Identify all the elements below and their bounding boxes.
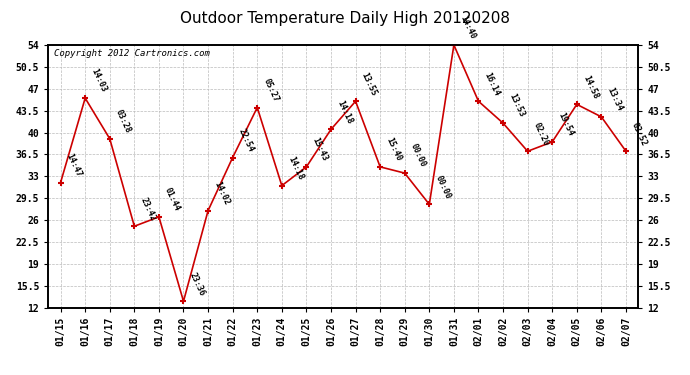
Text: 00:00: 00:00 [433, 174, 452, 200]
Text: 03:52: 03:52 [630, 121, 649, 147]
Text: 14:18: 14:18 [335, 99, 354, 125]
Text: 00:00: 00:00 [409, 142, 428, 169]
Text: 14:58: 14:58 [581, 74, 600, 100]
Text: 22:54: 22:54 [237, 127, 255, 153]
Text: 13:55: 13:55 [359, 70, 378, 97]
Text: 23:42: 23:42 [139, 196, 157, 222]
Text: 14:47: 14:47 [65, 152, 83, 178]
Text: Outdoor Temperature Daily High 20120208: Outdoor Temperature Daily High 20120208 [180, 11, 510, 26]
Text: 15:40: 15:40 [384, 136, 403, 163]
Text: 13:53: 13:53 [507, 93, 526, 119]
Text: 14:40: 14:40 [458, 14, 477, 41]
Text: 13:34: 13:34 [606, 86, 624, 113]
Text: 01:44: 01:44 [163, 186, 181, 213]
Text: 05:27: 05:27 [262, 77, 280, 104]
Text: 03:28: 03:28 [114, 108, 132, 135]
Text: 23:36: 23:36 [188, 271, 206, 297]
Text: 19:54: 19:54 [556, 111, 575, 138]
Text: 14:18: 14:18 [286, 155, 305, 182]
Text: 16:14: 16:14 [482, 70, 502, 97]
Text: 14:03: 14:03 [89, 68, 108, 94]
Text: 15:43: 15:43 [310, 136, 329, 163]
Text: 02:20: 02:20 [532, 121, 551, 147]
Text: Copyright 2012 Cartronics.com: Copyright 2012 Cartronics.com [55, 49, 210, 58]
Text: 14:02: 14:02 [213, 180, 231, 207]
